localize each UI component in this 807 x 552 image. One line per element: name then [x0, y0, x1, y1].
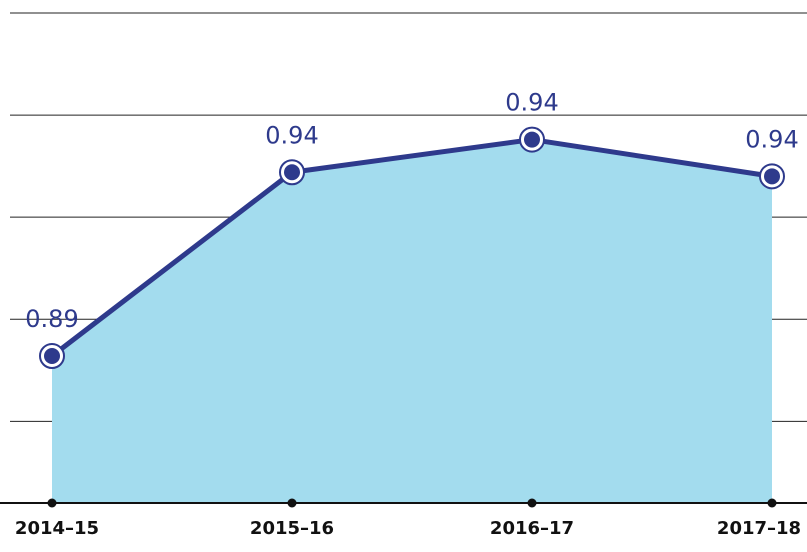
point	[764, 168, 780, 185]
axis-dot	[767, 498, 777, 508]
value-label: 0.89	[25, 305, 78, 333]
x-tick-label: 2016–17	[490, 518, 574, 539]
line	[50, 137, 773, 358]
value-label: 0.94	[745, 125, 798, 153]
x-tick-label: 2015–16	[250, 518, 334, 539]
x-tick-label: 2014–15	[15, 518, 99, 539]
point	[284, 164, 300, 181]
axis-dot	[47, 498, 57, 508]
point	[44, 348, 60, 364]
axis-dot	[287, 498, 297, 508]
value-label: 0.94	[505, 89, 558, 117]
area	[52, 139, 772, 504]
point	[524, 131, 540, 148]
x-tick-label: 2017–18	[717, 518, 801, 539]
value-label: 0.94	[265, 121, 318, 149]
axis-dot	[527, 498, 537, 508]
